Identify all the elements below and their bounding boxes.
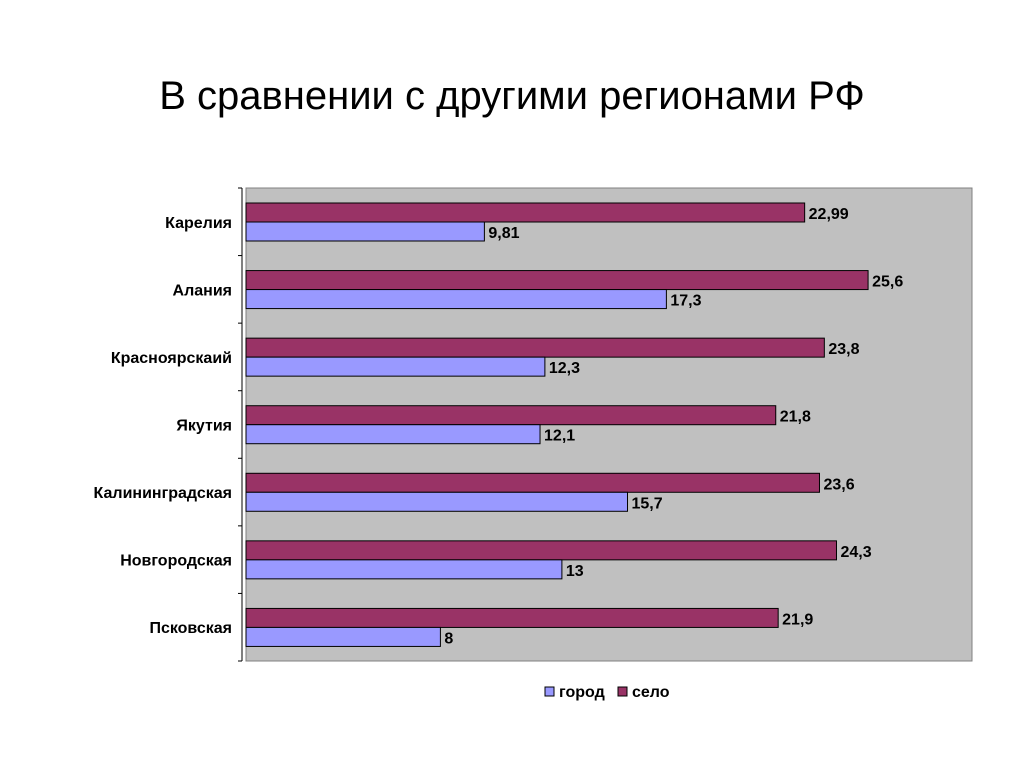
data-label: 25,6 — [872, 274, 903, 291]
category-label: Карелия — [165, 215, 232, 232]
category-label: Якутия — [176, 418, 232, 435]
bar-gorod — [245, 559, 563, 580]
data-label: 21,9 — [782, 611, 813, 628]
data-label: 15,7 — [632, 495, 663, 512]
data-label: 24,3 — [840, 544, 871, 561]
category-label: Новгородская — [120, 553, 232, 570]
bar-gorod — [245, 491, 629, 512]
legend-label: село — [632, 684, 670, 701]
bar-gorod — [245, 289, 667, 310]
bar-selo — [245, 270, 869, 291]
category-label: Калининградская — [94, 485, 232, 502]
data-label: 17,3 — [670, 293, 701, 310]
slide-title: В сравнении с другими регионами РФ — [159, 74, 865, 118]
bar-selo — [245, 405, 777, 426]
data-label: 23,6 — [823, 476, 854, 493]
data-label: 23,8 — [828, 341, 859, 358]
legend-label: город — [559, 684, 605, 701]
bar-selo — [245, 202, 806, 223]
bar-selo — [245, 607, 779, 628]
legend-swatch — [617, 686, 628, 697]
bar-gorod — [245, 424, 541, 445]
bar-gorod — [245, 626, 441, 647]
data-label: 12,1 — [544, 428, 575, 445]
data-label: 9,81 — [488, 225, 519, 242]
category-label: Алания — [173, 282, 232, 299]
data-label: 12,3 — [549, 360, 580, 377]
bar-selo — [245, 337, 825, 358]
category-label: Красноярскаий — [111, 350, 232, 367]
data-label: 22,99 — [809, 206, 849, 223]
data-label: 13 — [566, 563, 584, 580]
bar-selo — [245, 472, 820, 493]
data-label: 21,8 — [780, 409, 811, 426]
bar-selo — [245, 540, 837, 561]
category-label: Псковская — [149, 620, 232, 637]
legend-swatch — [544, 686, 555, 697]
data-label: 8 — [444, 630, 453, 647]
bar-gorod — [245, 221, 485, 242]
bar-gorod — [245, 356, 546, 377]
